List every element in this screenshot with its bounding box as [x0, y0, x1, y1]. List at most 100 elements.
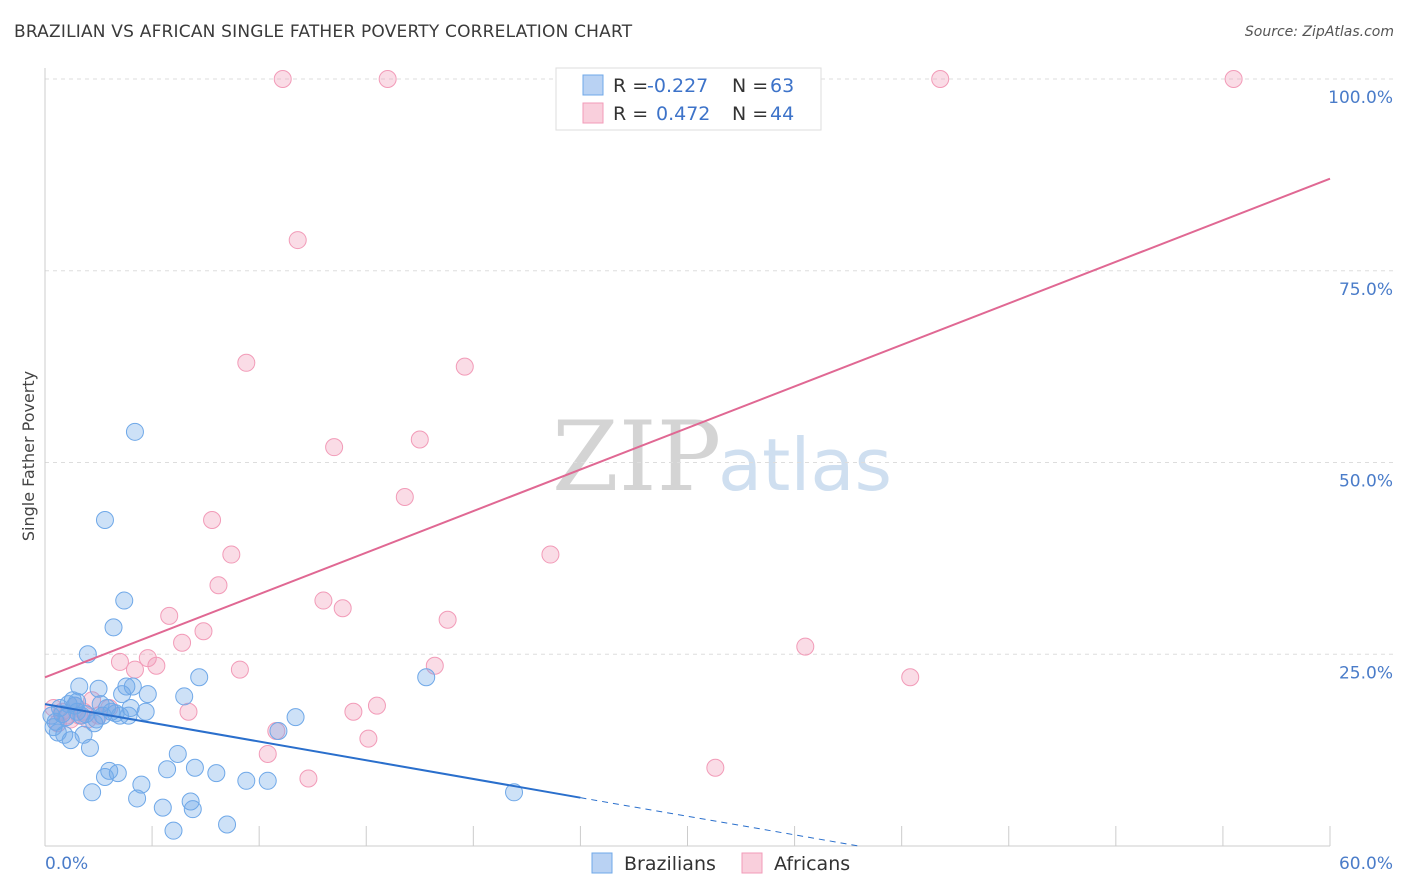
brazilians-stats-swatch — [582, 74, 604, 96]
brazilian-point — [258, 771, 277, 790]
african-point — [194, 622, 213, 641]
african-point — [222, 545, 241, 564]
africans-legend-swatch — [741, 852, 763, 874]
african-point — [288, 231, 307, 250]
african-point — [367, 696, 386, 715]
brazilian-point — [153, 798, 172, 817]
brazilian-point — [185, 758, 204, 777]
y-tick-label: 100.0% — [1328, 88, 1393, 108]
africans-r-value: 0.472 — [656, 103, 710, 125]
brazilian-point — [168, 744, 187, 763]
brazilian-point — [115, 591, 134, 610]
brazilian-point — [89, 679, 108, 698]
brazilian-point — [70, 677, 89, 696]
brazilian-point — [158, 760, 177, 779]
watermark-atlas: atlas — [718, 423, 892, 507]
brazilian-point — [95, 511, 114, 530]
brazilian-point — [46, 712, 65, 731]
african-point — [796, 637, 815, 656]
source-label: Source: ZipAtlas.com — [1244, 24, 1394, 40]
trend-lines — [44, 177, 1331, 847]
brazilian-point — [117, 677, 136, 696]
africans-n-value: 44 — [770, 103, 794, 125]
african-point — [344, 702, 363, 721]
brazilian-point — [121, 698, 140, 717]
african-point — [258, 744, 277, 763]
african-point — [179, 702, 198, 721]
brazilians-n-label: N = — [732, 75, 768, 97]
x-tick-label-min: 0.0% — [45, 854, 88, 874]
africans-stats-swatch — [582, 102, 604, 124]
african-point — [299, 769, 318, 788]
brazilian-point — [207, 764, 226, 783]
chart-title: BRAZILIAN VS AFRICAN SINGLE FATHER POVER… — [14, 22, 633, 42]
african-point — [1224, 70, 1243, 88]
brazilian-point — [83, 783, 102, 802]
y-tick-label: 75.0% — [1339, 280, 1393, 300]
brazilian-point — [138, 685, 157, 704]
brazilian-point — [108, 764, 127, 783]
brazilians-legend-swatch — [591, 852, 613, 874]
brazilian-point — [80, 738, 99, 757]
brazilians-r-value: -0.227 — [647, 75, 708, 97]
africans-trend-line — [44, 177, 1331, 679]
africans-legend-label: Africans — [774, 853, 850, 875]
african-point — [160, 606, 179, 625]
brazilian-point — [505, 783, 524, 802]
y-tick-labels: 25.0% 50.0% 75.0% 100.0% — [1328, 88, 1393, 683]
africans-r-label: R = — [613, 103, 648, 125]
y-tick-label: 50.0% — [1339, 472, 1393, 492]
brazilian-point — [164, 821, 183, 840]
african-point — [209, 576, 228, 595]
brazilian-point — [136, 702, 155, 721]
brazilians-legend-label: Brazilians — [624, 853, 716, 875]
african-point — [395, 488, 414, 507]
brazilian-point — [175, 687, 194, 706]
brazilian-point — [237, 771, 256, 790]
african-point — [541, 545, 560, 564]
african-point — [273, 70, 292, 88]
brazilian-point — [417, 668, 436, 687]
brazilian-point — [74, 725, 93, 744]
y-tick-label: 25.0% — [1339, 663, 1393, 683]
series-legend: Brazilians Africans — [591, 852, 850, 875]
stats-legend: R = -0.227 N = 63 R = 0.472 N = 44 — [555, 67, 822, 131]
x-tick-label-max: 60.0% — [1339, 854, 1393, 874]
brazilian-point — [181, 792, 200, 811]
brazilian-point — [190, 668, 209, 687]
y-axis-label: Single Father Poverty — [19, 371, 38, 541]
brazilian-point — [269, 721, 288, 740]
brazilians-trend-extension — [580, 797, 859, 847]
brazilians-points — [42, 422, 524, 840]
brazilian-point — [123, 677, 142, 696]
african-point — [706, 758, 725, 777]
brazilian-point — [132, 775, 151, 794]
african-point — [333, 599, 352, 618]
brazilian-point — [125, 422, 144, 441]
brazilians-r-label: R = — [613, 75, 648, 97]
african-point — [147, 656, 166, 675]
african-point — [110, 652, 129, 671]
african-point — [901, 668, 920, 687]
african-point — [237, 353, 256, 372]
watermark-zip: ZIP — [552, 401, 721, 513]
brazilian-point — [218, 815, 237, 834]
african-point — [931, 70, 950, 88]
brazilian-point — [183, 800, 202, 819]
african-point — [410, 430, 429, 449]
african-point — [230, 660, 249, 679]
african-point — [438, 610, 457, 629]
gridlines — [45, 78, 1393, 655]
african-point — [378, 70, 397, 88]
brazilians-n-value: 63 — [770, 75, 794, 97]
african-point — [173, 633, 192, 652]
african-point — [314, 591, 333, 610]
x-ticks — [44, 826, 1331, 846]
brazilians-trend-line — [44, 703, 581, 799]
african-point — [325, 438, 344, 457]
brazilian-point — [128, 789, 147, 808]
brazilian-point — [286, 708, 305, 727]
brazilian-point — [104, 618, 123, 637]
african-point — [203, 511, 222, 530]
